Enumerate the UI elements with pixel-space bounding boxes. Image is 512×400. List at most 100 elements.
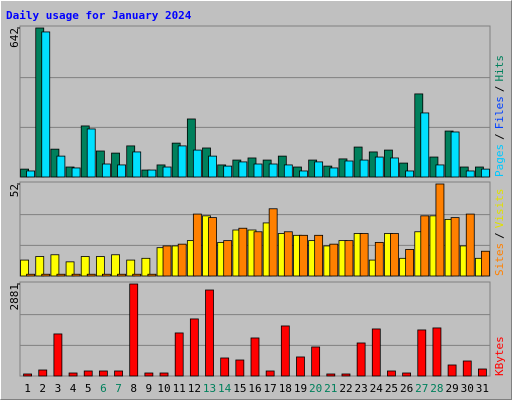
bar bbox=[41, 31, 51, 178]
x-tick-label: 15 bbox=[233, 382, 246, 395]
bar bbox=[387, 370, 396, 377]
bar bbox=[432, 327, 442, 377]
bar bbox=[83, 370, 93, 377]
bar bbox=[56, 273, 66, 277]
bar bbox=[26, 170, 35, 178]
x-tick-label: 7 bbox=[115, 382, 122, 395]
legend: Pages / Files / Hits bbox=[493, 55, 506, 177]
bar bbox=[405, 170, 415, 178]
bar bbox=[238, 227, 248, 277]
bar bbox=[41, 273, 51, 277]
bar bbox=[326, 373, 336, 377]
x-tick-label: 30 bbox=[461, 382, 474, 395]
bar bbox=[26, 273, 35, 277]
x-tick-label: 17 bbox=[264, 382, 277, 395]
bar bbox=[390, 233, 399, 277]
bar bbox=[144, 372, 154, 377]
bar bbox=[268, 163, 278, 178]
bar bbox=[390, 157, 399, 178]
bar bbox=[359, 233, 369, 277]
bar bbox=[101, 163, 111, 178]
bar bbox=[374, 241, 384, 277]
bar bbox=[435, 183, 445, 277]
bar bbox=[265, 370, 275, 377]
bar bbox=[126, 259, 136, 277]
legend-separator: / bbox=[493, 86, 506, 93]
bar bbox=[329, 167, 339, 178]
bar bbox=[450, 217, 460, 277]
bar bbox=[283, 231, 293, 277]
legend-entry: Hits bbox=[493, 55, 506, 82]
legend-entry: Visits bbox=[493, 189, 506, 229]
bar bbox=[223, 165, 233, 178]
bar bbox=[114, 370, 123, 377]
x-tick-label: 18 bbox=[279, 382, 292, 395]
x-tick-label: 13 bbox=[203, 382, 216, 395]
bar bbox=[132, 151, 142, 178]
legend-separator: / bbox=[493, 232, 506, 239]
bar bbox=[299, 234, 308, 277]
bar bbox=[481, 168, 490, 178]
bar bbox=[147, 273, 157, 277]
bar bbox=[68, 372, 78, 377]
bar bbox=[117, 164, 126, 178]
bar bbox=[462, 360, 472, 377]
bar bbox=[162, 245, 172, 277]
bar bbox=[189, 318, 199, 377]
legend-entry: Sites bbox=[493, 243, 506, 276]
bar bbox=[129, 283, 139, 377]
bar bbox=[417, 329, 427, 377]
bar bbox=[268, 208, 278, 277]
bar bbox=[296, 356, 305, 377]
y-tick-label: 642 bbox=[8, 28, 21, 48]
bar bbox=[162, 166, 172, 178]
bar bbox=[159, 372, 169, 377]
legend-entry: Pages bbox=[493, 144, 506, 177]
bar bbox=[329, 243, 339, 277]
x-tick-label: 20 bbox=[309, 382, 322, 395]
bar bbox=[177, 145, 187, 178]
bar bbox=[359, 159, 369, 178]
x-tick-label: 19 bbox=[294, 382, 307, 395]
bar bbox=[435, 164, 445, 178]
x-tick-label: 27 bbox=[415, 382, 428, 395]
bar bbox=[132, 273, 142, 277]
bar bbox=[117, 273, 126, 277]
legend-separator: / bbox=[493, 133, 506, 140]
x-tick-label: 11 bbox=[173, 382, 186, 395]
y-tick-label: 2881 bbox=[8, 284, 21, 311]
bar bbox=[205, 289, 214, 377]
bar bbox=[80, 256, 90, 277]
bar bbox=[250, 337, 260, 377]
bar bbox=[38, 369, 48, 377]
x-tick-label: 5 bbox=[85, 382, 92, 395]
x-tick-label: 23 bbox=[355, 382, 368, 395]
bar bbox=[314, 161, 324, 178]
bar bbox=[95, 256, 105, 277]
bar bbox=[65, 261, 75, 277]
bar bbox=[186, 118, 196, 178]
x-tick-label: 3 bbox=[55, 382, 62, 395]
bar bbox=[235, 359, 245, 377]
x-tick-label: 21 bbox=[324, 382, 337, 395]
bar bbox=[344, 160, 354, 178]
bar bbox=[299, 170, 308, 178]
bar bbox=[253, 231, 263, 277]
bar bbox=[280, 325, 290, 377]
x-tick-label: 8 bbox=[130, 382, 137, 395]
bar bbox=[420, 112, 430, 178]
bar bbox=[192, 149, 202, 178]
bar bbox=[71, 167, 81, 178]
bar bbox=[399, 162, 409, 178]
bar bbox=[86, 128, 96, 178]
x-tick-label: 16 bbox=[248, 382, 261, 395]
y-tick-label: 52 bbox=[8, 184, 21, 197]
bar bbox=[420, 215, 430, 277]
bar bbox=[220, 357, 230, 377]
bar bbox=[311, 346, 321, 377]
bar bbox=[71, 273, 81, 277]
x-tick-label: 4 bbox=[70, 382, 77, 395]
legend-entry: Files bbox=[493, 96, 506, 129]
bar bbox=[50, 254, 60, 277]
